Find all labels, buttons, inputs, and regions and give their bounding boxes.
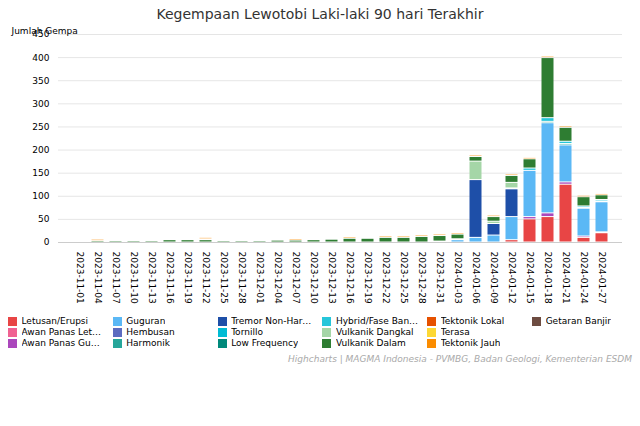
html-text:Low Frequency: Low Frequency: [231, 338, 299, 348]
svg-text:2023-12-10: 2023-12-10: [309, 252, 319, 305]
svg-text:2023-11-13: 2023-11-13: [147, 252, 157, 304]
html-text:Hembusan: Hembusan: [126, 327, 175, 337]
svg-text:50: 50: [38, 214, 50, 224]
svg-text:2023-11-16: 2023-11-16: [165, 252, 175, 305]
svg-text:0: 0: [44, 237, 50, 247]
svg-text:2024-01-18: 2024-01-18: [543, 252, 553, 305]
svg-text:2023-12-25: 2023-12-25: [399, 252, 409, 304]
svg-text:2023-11-28: 2023-11-28: [237, 252, 247, 305]
html-text:Vulkanik Dangkal: Vulkanik Dangkal: [336, 327, 414, 337]
svg-text:2024-01-03: 2024-01-03: [453, 252, 463, 304]
html-text:Getaran Banjir: Getaran Banjir: [545, 316, 612, 326]
svg-text:2023-11-19: 2023-11-19: [183, 252, 193, 305]
svg-text:300: 300: [32, 99, 49, 109]
svg-text:2023-11-22: 2023-11-22: [201, 252, 211, 304]
svg-text:2024-01-06: 2024-01-06: [471, 252, 481, 305]
html-text:Terasa: Terasa: [440, 327, 470, 337]
svg-text:2023-12-04: 2023-12-04: [273, 252, 283, 305]
svg-text:250: 250: [32, 122, 49, 132]
svg-text:2023-12-28: 2023-12-28: [417, 252, 427, 305]
svg-text:2023-11-10: 2023-11-10: [129, 252, 139, 305]
svg-text:100: 100: [32, 191, 49, 201]
svg-text:2023-12-22: 2023-12-22: [381, 252, 391, 304]
svg-text:350: 350: [32, 76, 49, 86]
html-text:Tektonik Jauh: Tektonik Jauh: [440, 338, 501, 348]
svg-text:2024-01-21: 2024-01-21: [561, 252, 571, 304]
html-text:Harmonik: Harmonik: [126, 338, 170, 348]
svg-text:150: 150: [32, 168, 49, 178]
html-text:Highcharts | MAGMA Indonesia -: Highcharts | MAGMA Indonesia - PVMBG, Ba…: [288, 353, 632, 364]
html-text:Vulkanik Dalam: Vulkanik Dalam: [336, 338, 406, 348]
svg-text:2024-01-12: 2024-01-12: [507, 252, 517, 304]
svg-text:2023-11-01: 2023-11-01: [75, 252, 85, 304]
html-text:Letusan/Erupsi: Letusan/Erupsi: [21, 316, 89, 326]
svg-text:2023-12-07: 2023-12-07: [291, 252, 301, 304]
svg-text:200: 200: [32, 145, 49, 155]
html-text:Tornillo: Tornillo: [231, 327, 263, 337]
svg-text:400: 400: [32, 52, 49, 62]
svg-text:2023-12-13: 2023-12-13: [327, 252, 337, 304]
html-text:Tektonik Lokal: Tektonik Lokal: [440, 316, 505, 326]
svg-text:2024-01-27: 2024-01-27: [597, 252, 607, 304]
html-text:Kegempaan Lewotobi Laki-laki 9: Kegempaan Lewotobi Laki-laki 90 hari Ter…: [156, 6, 484, 22]
html-text:Guguran: Guguran: [126, 316, 166, 326]
svg-text:Jumlah Gempa: Jumlah Gempa: [11, 26, 78, 36]
svg-text:2023-11-25: 2023-11-25: [219, 252, 229, 304]
svg-text:2023-11-07: 2023-11-07: [111, 252, 121, 304]
svg-text:2024-01-15: 2024-01-15: [525, 252, 535, 304]
svg-text:2023-12-19: 2023-12-19: [363, 252, 373, 305]
svg-text:2024-01-09: 2024-01-09: [489, 252, 499, 305]
svg-text:2023-12-01: 2023-12-01: [255, 252, 265, 304]
svg-text:2023-12-31: 2023-12-31: [435, 252, 445, 304]
svg-text:2023-11-04: 2023-11-04: [93, 252, 103, 305]
svg-text:2024-01-24: 2024-01-24: [579, 252, 589, 305]
svg-text:2023-12-16: 2023-12-16: [345, 252, 355, 305]
